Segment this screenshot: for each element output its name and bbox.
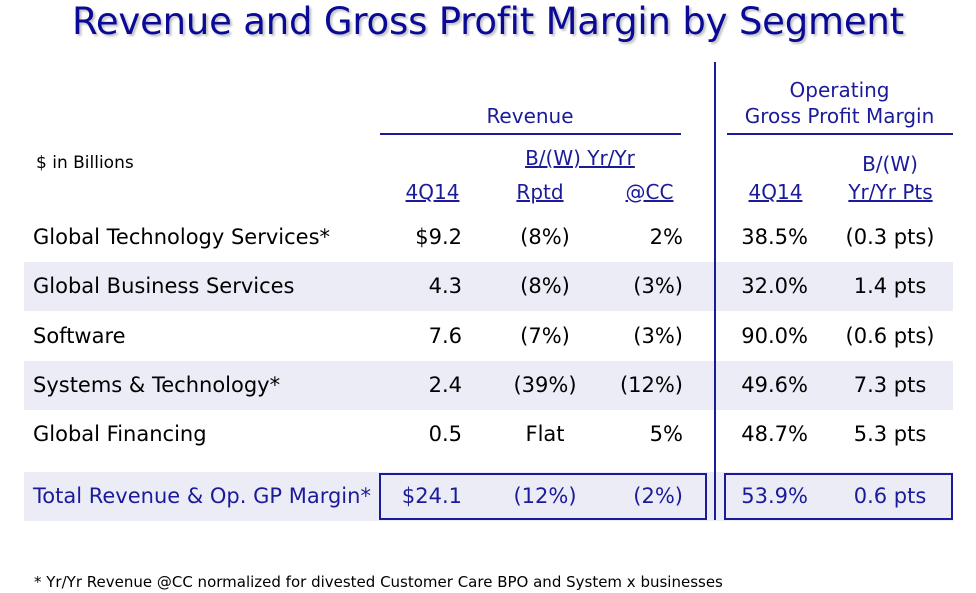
segment-label: Global Financing — [33, 422, 207, 446]
rptd-value: (39%) — [513, 373, 577, 397]
row-band — [24, 361, 953, 410]
gpm-value: 48.7% — [741, 422, 808, 446]
gpm-group-header: Gross Profit Margin — [744, 104, 935, 128]
revenue-value: 7.6 — [428, 324, 462, 348]
revenue-value: $9.2 — [415, 225, 462, 249]
total-label: Total Revenue & Op. GP Margin* — [33, 484, 371, 508]
gpm-value: 90.0% — [741, 324, 808, 348]
bw-yr-header: B/(W) Yr/Yr — [525, 146, 635, 170]
segment-label: Software — [33, 324, 126, 348]
revenue-total-box — [379, 473, 707, 520]
operating-header: Operating — [789, 78, 890, 102]
rptd-value: (8%) — [520, 274, 570, 298]
revenue-value: 2.4 — [428, 373, 462, 397]
yr-pts-value: 1.4 pts — [853, 274, 927, 298]
segment-label: Systems & Technology* — [33, 373, 281, 397]
gpm-value: 49.6% — [741, 373, 808, 397]
cc-value: (12%) — [619, 373, 683, 397]
revenue-value: 0.5 — [428, 422, 462, 446]
col-header-gpm-4q14: 4Q14 — [748, 180, 803, 204]
gpm-total-box — [724, 473, 953, 520]
segment-label: Global Business Services — [33, 274, 295, 298]
yr-pts-value: 5.3 pts — [853, 422, 927, 446]
yr-pts-value: (0.3 pts) — [845, 225, 935, 249]
revenue-group-header: Revenue — [486, 104, 574, 128]
col-header-cc: @CC — [625, 180, 674, 204]
col-header-yr-pts: Yr/Yr Pts — [848, 180, 933, 204]
gpm-header-rule — [727, 133, 953, 135]
rptd-value: (7%) — [520, 324, 570, 348]
revenue-header-rule — [380, 133, 681, 135]
total-yr-pts-value: 0.6 pts — [853, 484, 927, 508]
bw-header: B/(W) — [862, 152, 918, 176]
total-revenue-value: $24.1 — [401, 484, 462, 508]
rptd-value: (8%) — [520, 225, 570, 249]
page-title: Revenue and Gross Profit Margin by Segme… — [72, 0, 904, 43]
row-band — [24, 262, 953, 311]
gpm-value: 38.5% — [741, 225, 808, 249]
units-note: $ in Billions — [36, 153, 134, 173]
section-divider — [714, 62, 716, 520]
segment-label: Global Technology Services* — [33, 225, 331, 249]
gpm-value: 32.0% — [741, 274, 808, 298]
yr-pts-value: 7.3 pts — [853, 373, 927, 397]
total-gpm-value: 53.9% — [741, 484, 808, 508]
rptd-value: Flat — [525, 422, 565, 446]
cc-value: (3%) — [633, 324, 683, 348]
cc-value: 5% — [649, 422, 683, 446]
total-row-band — [24, 472, 953, 521]
cc-value: 2% — [649, 225, 683, 249]
footnote: * Yr/Yr Revenue @CC normalized for dives… — [34, 573, 723, 591]
revenue-value: 4.3 — [428, 274, 462, 298]
yr-pts-value: (0.6 pts) — [845, 324, 935, 348]
col-header-rptd: Rptd — [516, 180, 564, 204]
total-rptd-value: (12%) — [513, 484, 577, 508]
total-cc-value: (2%) — [633, 484, 683, 508]
col-header-rev-4q14: 4Q14 — [405, 180, 460, 204]
cc-value: (3%) — [633, 274, 683, 298]
